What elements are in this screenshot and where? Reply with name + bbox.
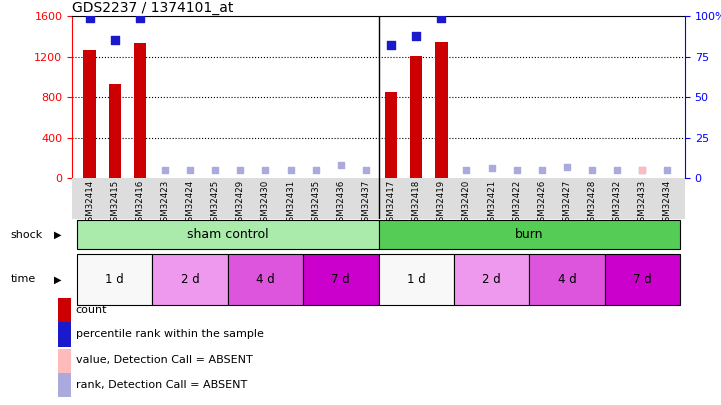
Bar	[379, 220, 680, 249]
Text: GSM32415: GSM32415	[110, 180, 119, 228]
Text: GSM32417: GSM32417	[386, 180, 396, 228]
Point	[84, 15, 95, 21]
Point	[260, 167, 271, 173]
Text: GSM32424: GSM32424	[185, 180, 195, 228]
Point	[185, 167, 196, 173]
Point	[285, 167, 296, 173]
Bar	[109, 84, 121, 178]
Text: GSM32435: GSM32435	[311, 180, 320, 228]
Text: GSM32432: GSM32432	[613, 180, 622, 228]
Point	[637, 167, 648, 173]
Point	[159, 167, 171, 173]
Bar	[84, 49, 96, 178]
Text: GSM32427: GSM32427	[562, 180, 572, 228]
Point	[410, 32, 422, 39]
Text: 4 d: 4 d	[557, 273, 576, 286]
Text: GSM32429: GSM32429	[236, 180, 245, 227]
Bar	[435, 42, 448, 178]
Text: 4 d: 4 d	[256, 273, 275, 286]
Text: shock: shock	[11, 230, 43, 240]
Point	[511, 167, 523, 173]
Bar	[379, 254, 454, 305]
Bar	[77, 220, 379, 249]
Bar	[133, 43, 146, 178]
Point	[637, 167, 648, 173]
Text: GSM32434: GSM32434	[663, 180, 672, 228]
Point	[234, 167, 246, 173]
Point	[536, 167, 547, 173]
Point	[385, 42, 397, 49]
Text: GSM32419: GSM32419	[437, 180, 446, 227]
Bar	[58, 373, 71, 397]
Text: 2 d: 2 d	[181, 273, 200, 286]
Text: 7 d: 7 d	[332, 273, 350, 286]
Text: GSM32421: GSM32421	[487, 180, 496, 228]
Text: 1 d: 1 d	[407, 273, 425, 286]
Text: GSM32416: GSM32416	[136, 180, 144, 228]
Text: GSM32436: GSM32436	[337, 180, 345, 228]
Text: time: time	[11, 275, 36, 284]
Text: percentile rank within the sample: percentile rank within the sample	[76, 329, 264, 339]
Text: GSM32426: GSM32426	[537, 180, 547, 228]
Point	[486, 165, 497, 172]
Text: ▶: ▶	[54, 275, 61, 284]
Text: GSM32420: GSM32420	[462, 180, 471, 228]
Point	[109, 37, 120, 44]
Bar	[228, 254, 303, 305]
Text: GSM32430: GSM32430	[261, 180, 270, 228]
Bar	[385, 92, 397, 178]
Text: GSM32431: GSM32431	[286, 180, 295, 228]
Bar	[77, 254, 152, 305]
Bar	[152, 254, 228, 305]
Bar	[454, 254, 529, 305]
Text: GSM32423: GSM32423	[161, 180, 169, 228]
Point	[461, 167, 472, 173]
Bar	[58, 298, 71, 322]
Text: GDS2237 / 1374101_at: GDS2237 / 1374101_at	[72, 1, 234, 15]
Text: sham control: sham control	[187, 228, 269, 241]
Text: burn: burn	[515, 228, 544, 241]
Point	[210, 167, 221, 173]
Text: 2 d: 2 d	[482, 273, 501, 286]
Text: ▶: ▶	[54, 230, 61, 240]
Text: rank, Detection Call = ABSENT: rank, Detection Call = ABSENT	[76, 379, 247, 390]
Bar	[410, 56, 423, 178]
Bar	[58, 322, 71, 347]
Point	[360, 167, 372, 173]
Text: GSM32437: GSM32437	[361, 180, 371, 228]
Text: count: count	[76, 305, 107, 315]
Point	[310, 167, 322, 173]
Text: GSM32422: GSM32422	[512, 180, 521, 228]
Text: GSM32428: GSM32428	[588, 180, 596, 228]
Point	[134, 15, 146, 21]
Bar	[303, 254, 379, 305]
Point	[611, 167, 623, 173]
Bar	[58, 349, 71, 373]
Point	[335, 162, 347, 168]
Point	[435, 15, 447, 21]
Text: 1 d: 1 d	[105, 273, 124, 286]
Point	[662, 167, 673, 173]
Text: GSM32418: GSM32418	[412, 180, 420, 228]
Text: GSM32433: GSM32433	[638, 180, 647, 228]
Point	[561, 164, 572, 170]
Text: GSM32425: GSM32425	[211, 180, 220, 228]
Bar	[529, 254, 605, 305]
Text: value, Detection Call = ABSENT: value, Detection Call = ABSENT	[76, 355, 252, 365]
Point	[586, 167, 598, 173]
Bar	[605, 254, 680, 305]
Text: 7 d: 7 d	[633, 273, 652, 286]
Text: GSM32414: GSM32414	[85, 180, 94, 228]
